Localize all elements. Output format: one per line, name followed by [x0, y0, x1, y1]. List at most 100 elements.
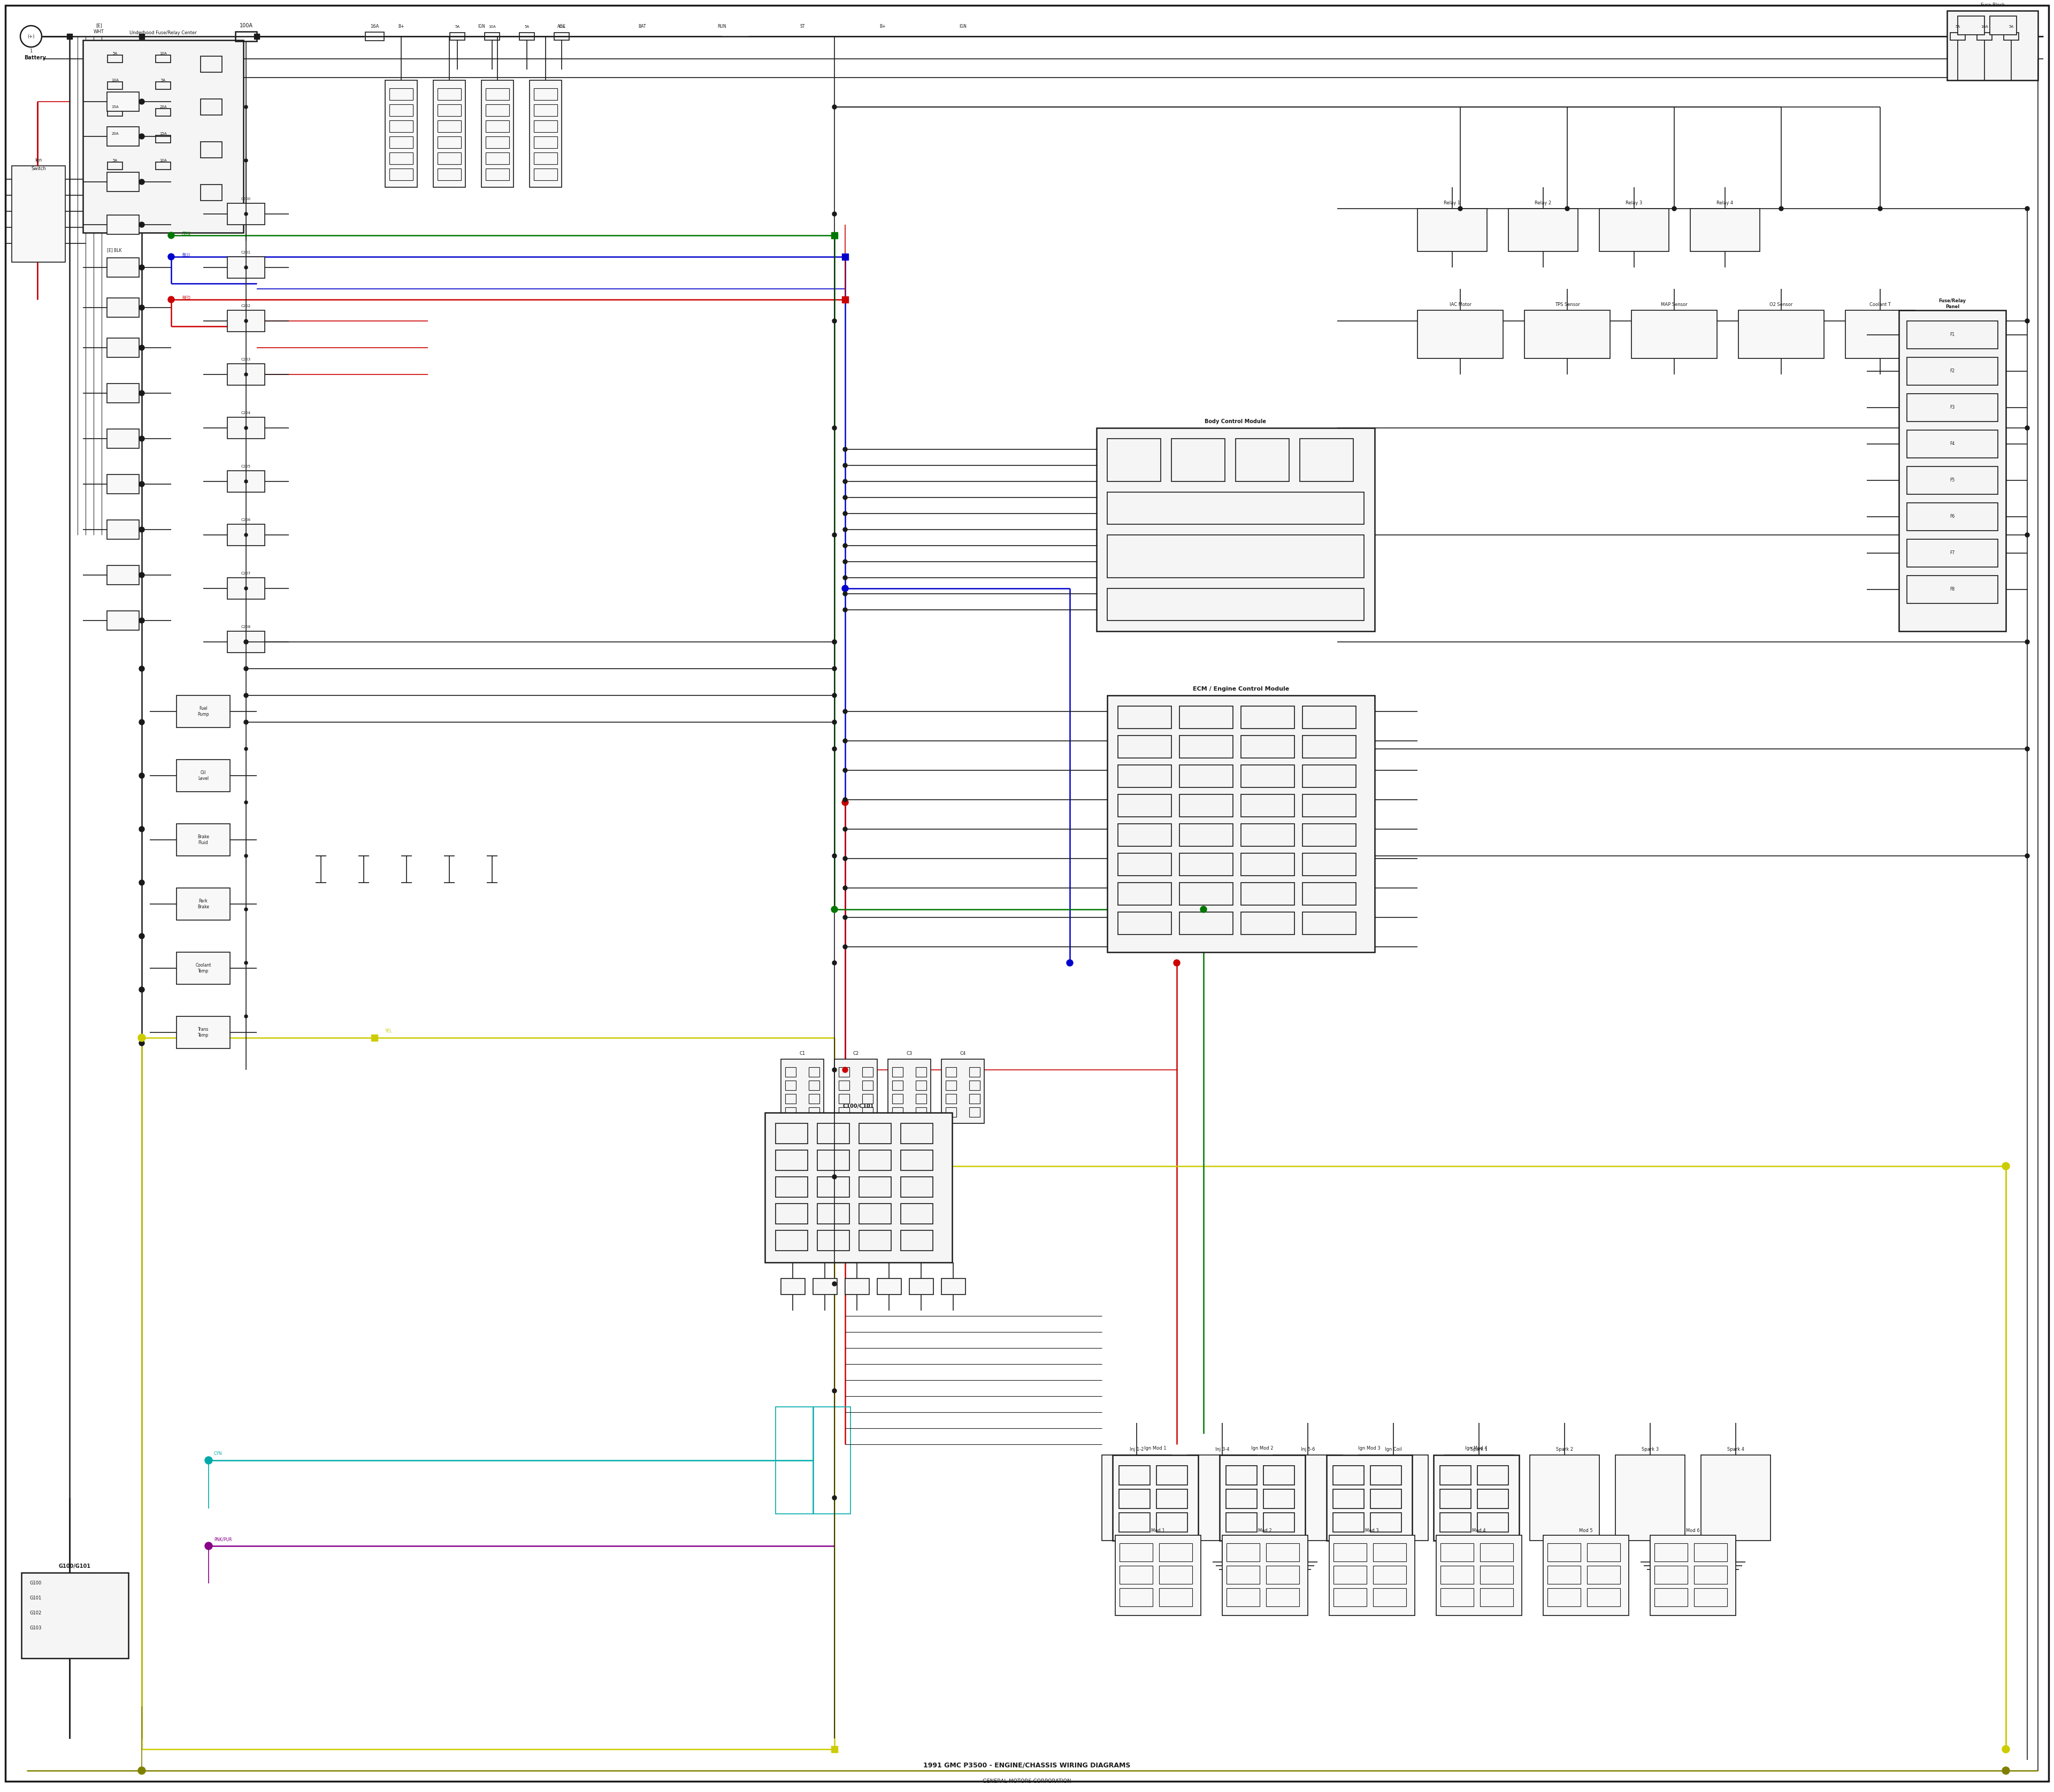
Bar	[1302, 883, 1356, 905]
Circle shape	[2025, 640, 2029, 643]
Circle shape	[244, 694, 249, 697]
Bar	[1440, 1543, 1473, 1561]
Bar	[177, 760, 230, 792]
Bar	[1481, 1566, 1514, 1584]
Circle shape	[244, 640, 249, 643]
Circle shape	[2003, 1163, 2009, 1170]
Circle shape	[842, 495, 846, 500]
Text: BAT: BAT	[639, 25, 645, 29]
Bar	[534, 88, 557, 100]
Bar	[969, 1093, 980, 1104]
Circle shape	[244, 747, 249, 751]
Bar	[228, 418, 265, 439]
Circle shape	[168, 253, 175, 260]
Bar	[902, 1124, 933, 1143]
Circle shape	[842, 448, 846, 452]
Circle shape	[842, 799, 848, 806]
Bar	[520, 32, 534, 39]
Text: Body Control Module: Body Control Module	[1206, 419, 1267, 425]
Bar	[1241, 824, 1294, 846]
Circle shape	[842, 944, 846, 950]
Text: Mod 5: Mod 5	[1580, 1529, 1592, 1534]
Text: 16A: 16A	[370, 25, 378, 29]
Bar	[969, 1107, 980, 1116]
Bar	[485, 168, 509, 181]
Bar	[945, 1081, 957, 1090]
Bar	[228, 202, 265, 224]
Text: G101: G101	[29, 1597, 41, 1600]
Text: CYN: CYN	[214, 1452, 222, 1457]
Circle shape	[842, 710, 846, 713]
Bar	[1695, 1543, 1727, 1561]
Bar	[817, 1177, 850, 1197]
Bar	[859, 1204, 891, 1224]
Bar	[107, 258, 140, 278]
Bar	[1588, 1566, 1621, 1584]
Bar	[177, 824, 230, 857]
Bar	[941, 1278, 965, 1294]
Bar	[776, 1407, 850, 1514]
Bar	[916, 1107, 926, 1116]
Bar	[1119, 1588, 1152, 1606]
Text: 5A: 5A	[454, 25, 460, 29]
Text: C203: C203	[240, 358, 251, 360]
Bar	[1906, 357, 1999, 385]
Bar	[1333, 1466, 1364, 1486]
Bar	[1107, 536, 1364, 577]
Circle shape	[140, 826, 144, 831]
Text: B+: B+	[879, 25, 885, 29]
Bar	[1547, 1543, 1582, 1561]
Circle shape	[832, 426, 836, 430]
Text: Ign: Ign	[35, 158, 41, 163]
Bar	[107, 172, 140, 192]
Bar	[228, 577, 265, 599]
Bar	[1653, 1566, 1688, 1584]
Bar	[1327, 1455, 1413, 1541]
Bar	[969, 1068, 980, 1077]
Circle shape	[140, 99, 144, 104]
Text: IGN: IGN	[959, 25, 967, 29]
Bar	[1417, 310, 1504, 358]
Bar	[776, 1124, 807, 1143]
Bar	[945, 1068, 957, 1077]
Circle shape	[140, 667, 144, 672]
Bar	[1119, 1466, 1150, 1486]
Bar	[809, 1081, 820, 1090]
Bar	[1117, 912, 1171, 934]
Bar	[107, 215, 140, 235]
Bar	[534, 152, 557, 165]
Bar	[1263, 1489, 1294, 1509]
Bar	[555, 32, 569, 39]
Bar	[481, 81, 514, 186]
Text: 15A: 15A	[160, 133, 166, 136]
Circle shape	[140, 346, 144, 351]
Bar	[228, 310, 265, 332]
Bar	[386, 81, 417, 186]
Bar	[1477, 1489, 1508, 1509]
Bar	[1107, 695, 1374, 952]
Text: F4: F4	[1949, 441, 1955, 446]
Bar	[1631, 310, 1717, 358]
Bar	[1547, 1588, 1582, 1606]
Bar	[107, 520, 140, 539]
Bar	[156, 82, 170, 90]
Bar	[390, 136, 413, 149]
Text: (+): (+)	[27, 34, 35, 39]
Circle shape	[244, 640, 249, 643]
Bar	[1171, 439, 1224, 482]
Text: Switch: Switch	[31, 167, 45, 170]
Bar	[1119, 1512, 1150, 1532]
Circle shape	[832, 1068, 836, 1072]
Circle shape	[832, 319, 836, 323]
Circle shape	[842, 543, 846, 548]
Text: Mod 6: Mod 6	[1686, 1529, 1701, 1534]
Circle shape	[140, 527, 144, 532]
Bar	[1302, 735, 1356, 758]
Text: Fuse/Relay
Panel: Fuse/Relay Panel	[1939, 299, 1966, 308]
Circle shape	[832, 640, 836, 643]
Bar	[838, 1081, 850, 1090]
Bar	[1226, 1489, 1257, 1509]
Bar	[1444, 1455, 1514, 1541]
Circle shape	[842, 559, 846, 564]
Text: Mod 3: Mod 3	[1366, 1529, 1378, 1534]
